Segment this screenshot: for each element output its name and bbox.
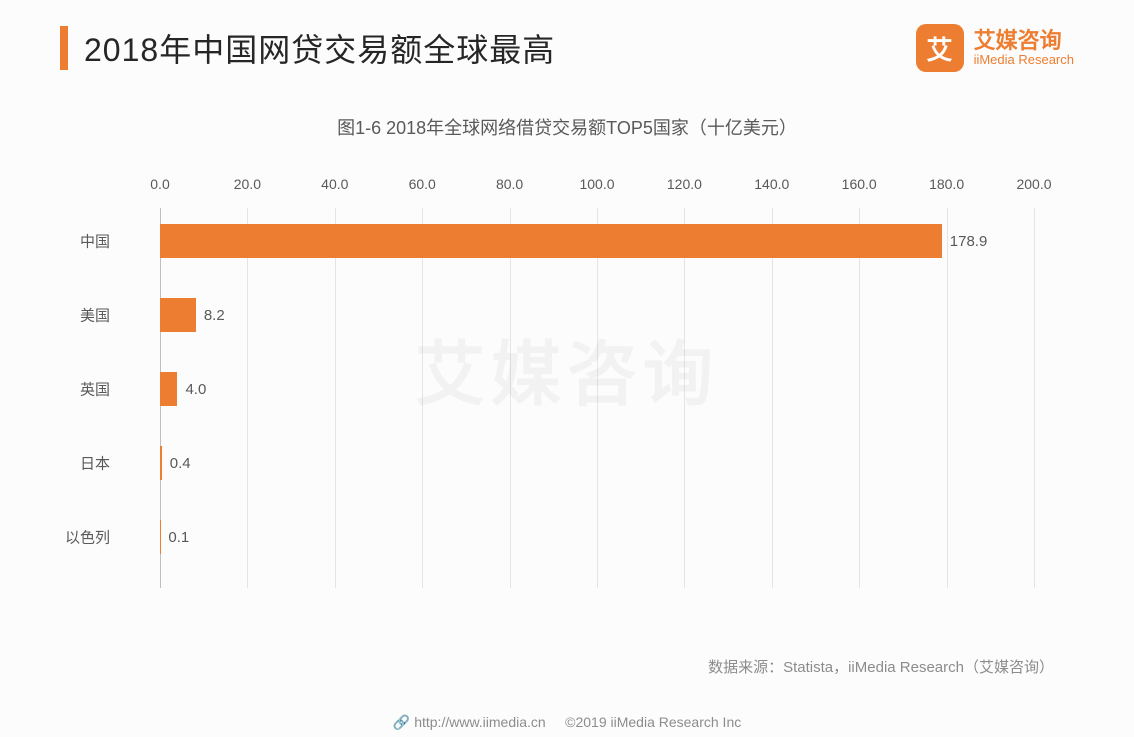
- footer-copyright: ©2019 iiMedia Research Inc: [565, 714, 741, 730]
- data-source: 数据来源：Statista，iiMedia Research（艾媒咨询）: [0, 656, 1054, 677]
- bar-row: 英国4.0: [160, 372, 1034, 406]
- bar: [160, 446, 162, 480]
- bar-row: 中国178.9: [160, 224, 1034, 258]
- bar-value-label: 4.0: [185, 381, 206, 398]
- x-tick-label: 140.0: [754, 176, 789, 192]
- x-axis: 0.020.040.060.080.0100.0120.0140.0160.01…: [160, 168, 1034, 208]
- x-tick-label: 100.0: [579, 176, 614, 192]
- category-label: 以色列: [65, 527, 110, 548]
- category-label: 英国: [80, 379, 110, 400]
- footer: 🔗http://www.iimedia.cn ©2019 iiMedia Res…: [0, 714, 1134, 731]
- x-tick-label: 40.0: [321, 176, 348, 192]
- x-tick-label: 160.0: [842, 176, 877, 192]
- bar-value-label: 0.4: [170, 455, 191, 472]
- page-title: 2018年中国网贷交易额全球最高: [84, 25, 555, 71]
- logo-cn: 艾媒咨询: [974, 28, 1074, 53]
- logo: 艾 艾媒咨询 iiMedia Research: [916, 24, 1074, 72]
- bar-value-label: 8.2: [204, 307, 225, 324]
- x-tick-label: 80.0: [496, 176, 523, 192]
- logo-en: iiMedia Research: [974, 53, 1074, 68]
- bar-value-label: 0.1: [168, 529, 189, 546]
- x-tick-label: 0.0: [150, 176, 169, 192]
- grid-line: [1034, 208, 1035, 588]
- source-prefix: 数据来源：: [708, 659, 783, 676]
- x-tick-label: 180.0: [929, 176, 964, 192]
- source-text: Statista，iiMedia Research（艾媒咨询）: [783, 659, 1054, 676]
- x-tick-label: 120.0: [667, 176, 702, 192]
- bar: [160, 372, 177, 406]
- bar: [160, 298, 196, 332]
- bar-row: 美国8.2: [160, 298, 1034, 332]
- x-tick-label: 200.0: [1016, 176, 1051, 192]
- bar-row: 日本0.4: [160, 446, 1034, 480]
- chart-area: 0.0 20.0 40.0 60.0 80.0 100.0 120.0 140.0 160.0 1…: [120, 168, 1054, 608]
- accent-bar: [60, 26, 68, 70]
- bar-value-label: 178.9: [950, 233, 988, 250]
- bar-row: 以色列0.1: [160, 520, 1034, 554]
- category-label: 美国: [80, 305, 110, 326]
- link-icon: 🔗: [393, 714, 410, 730]
- footer-url: http://www.iimedia.cn: [414, 714, 546, 730]
- category-label: 日本: [80, 453, 110, 474]
- bar: [160, 224, 942, 258]
- plot-area: 中国178.9 美国8.2 英国4.0 日本0.4 以色列0.1: [160, 208, 1034, 588]
- title-wrap: 2018年中国网贷交易额全球最高: [60, 25, 555, 71]
- chart-caption: 图1-6 2018年全球网络借贷交易额TOP5国家（十亿美元）: [0, 114, 1134, 140]
- header: 2018年中国网贷交易额全球最高 艾 艾媒咨询 iiMedia Research: [0, 0, 1134, 72]
- x-tick-label: 60.0: [409, 176, 436, 192]
- logo-icon: 艾: [916, 24, 964, 72]
- category-label: 中国: [80, 231, 110, 252]
- x-tick-label: 20.0: [234, 176, 261, 192]
- logo-text: 艾媒咨询 iiMedia Research: [974, 28, 1074, 68]
